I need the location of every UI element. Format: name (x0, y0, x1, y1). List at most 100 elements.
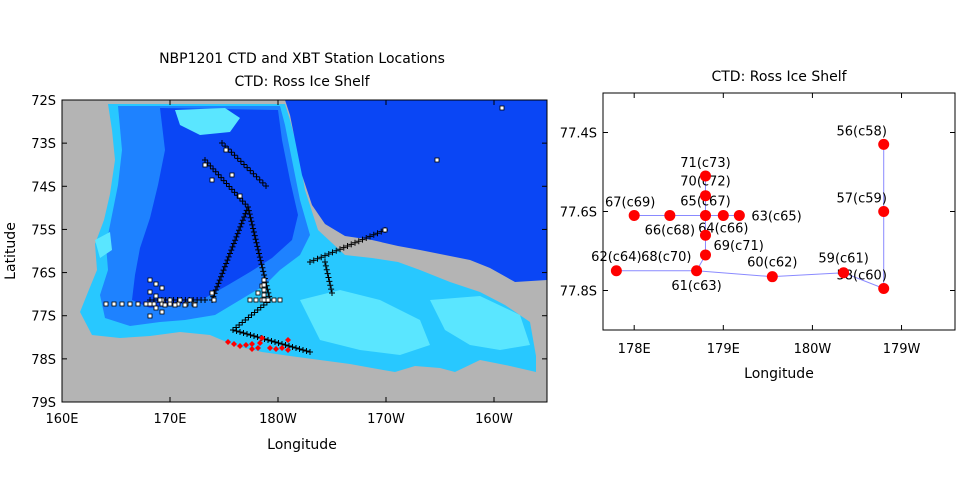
ctd-square (153, 305, 159, 311)
ctd-square (153, 293, 159, 299)
station-marker (699, 249, 711, 261)
station-label: 67(c69) (605, 195, 655, 210)
station-label: 62(c64) (591, 250, 641, 265)
ctd-square (147, 301, 153, 307)
xbt-cross (218, 273, 224, 280)
xbt-cross (236, 227, 242, 234)
station-label: 69(c71) (713, 239, 763, 254)
y-tick-label: 76S (31, 267, 56, 282)
xbt-cross (352, 239, 358, 246)
ctd-square (182, 302, 188, 308)
station-label: 66(c68) (645, 223, 695, 238)
xbt-cross (333, 247, 340, 254)
xbt-cross (245, 204, 251, 210)
ctd-square (147, 313, 153, 319)
ctd-square (223, 147, 229, 153)
ctd-diamond (249, 346, 255, 352)
left-map-subtitle: CTD: Ross Ice Shelf (234, 74, 370, 90)
xbt-cross (244, 331, 250, 337)
xbt-cross (265, 337, 271, 343)
xbt-cross (237, 158, 244, 165)
xbt-cross (236, 322, 243, 328)
y-tick-label: 74S (31, 180, 56, 195)
xbt-cross (367, 233, 373, 240)
ctd-diamond (255, 345, 261, 351)
xbt-cross (223, 260, 230, 267)
station-label: 68(c70) (641, 250, 691, 265)
station-label: 64(c66) (698, 221, 748, 236)
xbt-cross (212, 287, 219, 294)
ctd-square (261, 292, 267, 298)
xbt-cross (340, 244, 347, 251)
ctd-square (135, 301, 141, 307)
xbt-cross (245, 314, 252, 321)
ctd-square (159, 285, 165, 291)
ctd-square (211, 297, 217, 303)
xbt-cross (241, 161, 247, 168)
xbt-cross (272, 339, 278, 345)
ctd-diamond (257, 340, 263, 346)
xbt-cross (239, 217, 246, 224)
xbt-cross (253, 239, 260, 246)
xbt-cross (327, 282, 334, 289)
ctd-square (127, 301, 133, 307)
xbt-cross (256, 176, 263, 183)
sea-light-patch-3 (175, 108, 240, 135)
ctd-square (103, 301, 109, 307)
xbt-cross (223, 180, 230, 187)
station-label: 60(c62) (747, 256, 797, 271)
station-label: 65(c67) (680, 194, 730, 209)
open-ocean-region (285, 100, 547, 282)
xbt-cross (228, 149, 235, 156)
xbt-cross (259, 264, 266, 271)
xbt-cross (231, 189, 238, 196)
xbt-cross (258, 261, 265, 268)
xbt-cross (256, 254, 263, 261)
xbt-cross (240, 330, 247, 336)
station-label: 61(c63) (671, 279, 721, 294)
ctd-square (177, 297, 183, 303)
xbt-cross (314, 255, 321, 262)
xbt-cross (374, 230, 381, 237)
xbt-cross (228, 247, 235, 254)
ctd-square (162, 302, 168, 308)
ctd-square (119, 301, 125, 307)
ctd-square (229, 172, 235, 178)
station-marker (878, 206, 890, 217)
ctd-square (255, 290, 261, 296)
xbt-cross (300, 347, 306, 353)
xbt-cross (226, 183, 233, 190)
xbt-cross (254, 307, 261, 313)
xbt-cross (234, 230, 241, 237)
ctd-square (247, 297, 253, 303)
xbt-cross (251, 232, 258, 239)
station-label: 56(c58) (837, 124, 887, 139)
station-marker (664, 209, 676, 221)
station-label: 58(c60) (837, 269, 887, 284)
xbt-cross (247, 167, 254, 174)
ctd-square (143, 301, 149, 307)
xbt-cross (296, 346, 303, 352)
xbt-cross (363, 235, 370, 241)
ctd-square (153, 281, 159, 287)
ctd-square (167, 297, 173, 303)
xbt-cross (310, 257, 317, 264)
right-map-x-axis-label: Longitude (744, 366, 814, 382)
xbt-cross (326, 278, 333, 285)
ctd-square (271, 297, 277, 303)
xbt-cross (256, 250, 262, 257)
ctd-diamond (279, 345, 285, 351)
y-tick-label: 77.4S (560, 127, 597, 142)
xbt-cross (249, 221, 256, 228)
ctd-diamond (273, 346, 279, 352)
xbt-cross (231, 152, 238, 159)
ctd-square (261, 282, 267, 288)
xbt-cross (230, 327, 236, 333)
xbt-cross (233, 233, 240, 240)
ctd-square (147, 289, 153, 295)
station-marker (699, 229, 711, 241)
y-tick-label: 72S (31, 94, 56, 109)
station-label: 70(c72) (680, 175, 730, 190)
xbt-cross (234, 155, 241, 162)
